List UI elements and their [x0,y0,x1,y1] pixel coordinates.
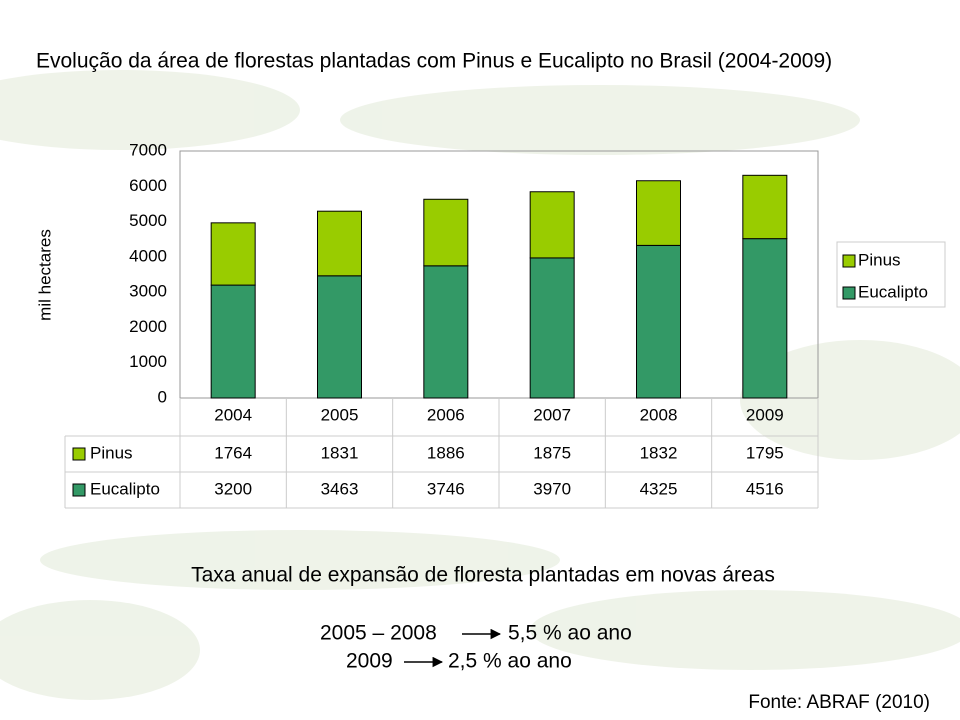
note-period: 2009 [346,650,393,673]
x-tick-label: 2005 [321,405,359,424]
bar-segment [742,174,788,240]
table-cell: 3970 [533,479,571,498]
bar-segment [742,238,788,399]
table-cell: 4516 [746,479,784,498]
bar-segment [636,244,681,399]
legend-label: Eucalipto [858,282,928,301]
table-row-label: Eucalipto [90,479,160,498]
table-legend-swatch [72,447,86,461]
table-cell: 3200 [214,479,252,498]
y-tick-label: 7000 [129,140,167,159]
bar-segment [529,257,575,399]
legend-label: Pinus [858,250,901,269]
bar-segment [423,198,469,267]
bar-segment [317,275,362,399]
table-cell: 1886 [427,443,465,462]
source: Fonte: ABRAF (2010) [748,692,930,713]
note-period: 2005 – 2008 [320,622,437,645]
table-cell: 1831 [321,443,359,462]
table-cell: 1832 [640,443,678,462]
table-row-label: Pinus [90,443,133,462]
table-cell: 1764 [214,443,252,462]
table-cell: 3463 [321,479,359,498]
y-tick-label: 6000 [129,176,167,195]
y-tick-label: 0 [158,387,167,406]
bar-segment [529,191,575,259]
table-cell: 4325 [640,479,678,498]
legend-swatch [842,286,856,300]
note-heading: Taxa anual de expansão de floresta plant… [191,564,775,587]
x-tick-label: 2006 [427,405,465,424]
legend-swatch [842,254,856,268]
x-tick-label: 2007 [533,405,571,424]
note-rate: 5,5 % ao ano [508,622,632,645]
y-tick-label: 2000 [129,317,167,336]
chart-title: Evolução da área de florestas plantadas … [36,50,832,73]
y-axis-label: mil hectares [35,229,54,321]
table-cell: 1795 [746,443,784,462]
x-tick-label: 2009 [746,405,784,424]
legend-frame [836,241,946,308]
background-texture [0,70,960,700]
note-rate: 2,5 % ao ano [448,650,572,673]
y-tick-label: 4000 [129,246,167,265]
bar-segment [636,180,681,246]
bar-segment [210,284,256,399]
y-tick-label: 1000 [129,352,167,371]
bar-segment [317,210,362,277]
bar-segment [210,222,256,286]
table-cell: 1875 [533,443,571,462]
table-legend-swatch [72,483,86,497]
plot-area [179,150,819,399]
bar-segment [423,265,469,399]
y-tick-label: 5000 [129,211,167,230]
x-tick-label: 2008 [640,405,678,424]
x-tick-label: 2004 [214,405,252,424]
table-cell: 3746 [427,479,465,498]
y-tick-label: 3000 [129,282,167,301]
